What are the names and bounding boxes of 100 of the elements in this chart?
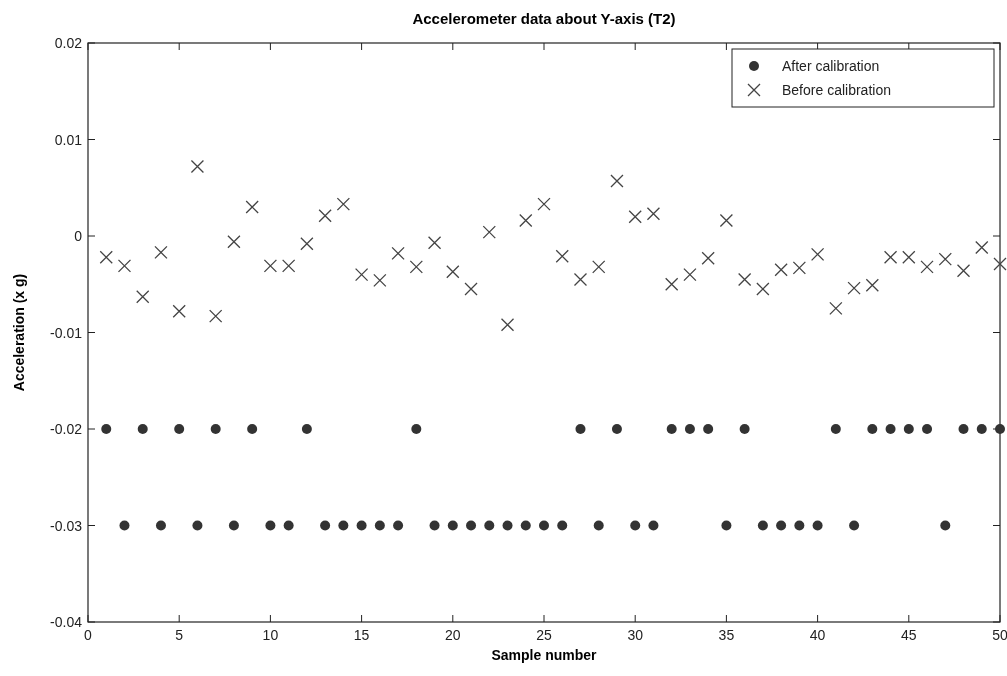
x-tick-label: 20 bbox=[445, 627, 461, 643]
point bbox=[956, 264, 971, 278]
point bbox=[575, 424, 586, 434]
x-tick-label: 50 bbox=[992, 627, 1007, 643]
x-axis-title: Sample number bbox=[491, 647, 598, 663]
point bbox=[593, 520, 604, 531]
point bbox=[792, 261, 807, 275]
point bbox=[721, 520, 732, 531]
y-tick-label: -0.02 bbox=[50, 421, 83, 437]
point bbox=[976, 424, 987, 434]
point bbox=[610, 174, 624, 188]
point bbox=[719, 213, 734, 228]
point bbox=[227, 235, 241, 249]
point bbox=[519, 213, 533, 228]
point bbox=[320, 520, 331, 531]
point bbox=[847, 281, 861, 295]
point bbox=[172, 304, 186, 318]
point bbox=[849, 520, 860, 531]
point bbox=[557, 520, 568, 531]
x-tick-label: 40 bbox=[809, 627, 826, 643]
point bbox=[263, 259, 278, 273]
point bbox=[411, 424, 422, 434]
point bbox=[611, 424, 622, 434]
point bbox=[628, 210, 642, 224]
x-tick-label: 45 bbox=[901, 627, 917, 643]
point bbox=[137, 424, 148, 434]
y-tick-label: 0.02 bbox=[54, 35, 83, 51]
point bbox=[737, 272, 752, 287]
point bbox=[920, 260, 934, 274]
point bbox=[902, 250, 916, 264]
y-tick-label: -0.03 bbox=[50, 517, 83, 534]
x-tick-label: 30 bbox=[627, 627, 644, 643]
point bbox=[883, 250, 898, 264]
point bbox=[356, 520, 367, 531]
point bbox=[794, 520, 805, 531]
point bbox=[393, 520, 404, 531]
point bbox=[537, 197, 551, 211]
point bbox=[136, 290, 150, 304]
point bbox=[300, 237, 314, 251]
x-tick-label: 35 bbox=[718, 627, 735, 643]
point bbox=[119, 520, 130, 531]
point bbox=[665, 277, 679, 291]
point bbox=[338, 520, 349, 531]
x-tick-label: 5 bbox=[175, 627, 184, 643]
point bbox=[829, 301, 843, 316]
y-tick-label: 0 bbox=[74, 228, 83, 244]
y-tick-label: -0.01 bbox=[50, 324, 83, 341]
point bbox=[409, 260, 423, 274]
x-tick-label: 0 bbox=[84, 627, 93, 643]
point bbox=[374, 520, 385, 531]
x-tick-label: 25 bbox=[536, 627, 552, 643]
point bbox=[867, 424, 878, 434]
legend-label: After calibration bbox=[782, 58, 880, 74]
point bbox=[281, 259, 296, 273]
point bbox=[117, 259, 132, 273]
point bbox=[466, 520, 477, 531]
point bbox=[993, 257, 1007, 271]
point bbox=[192, 520, 203, 531]
point bbox=[482, 225, 496, 239]
legend-label: Before calibration bbox=[782, 82, 891, 98]
point bbox=[701, 251, 715, 265]
point bbox=[922, 424, 933, 434]
point bbox=[555, 249, 569, 263]
point bbox=[265, 520, 276, 531]
point bbox=[354, 267, 369, 282]
point bbox=[484, 520, 495, 531]
point bbox=[228, 520, 239, 531]
point bbox=[683, 267, 697, 282]
point bbox=[975, 240, 989, 255]
point bbox=[940, 520, 951, 531]
point bbox=[684, 424, 695, 434]
point bbox=[99, 250, 113, 264]
y-axis-title: Acceleration (x g) bbox=[11, 273, 27, 392]
point bbox=[520, 520, 531, 531]
point bbox=[464, 282, 478, 296]
point bbox=[573, 272, 588, 287]
y-tick-label: -0.04 bbox=[50, 614, 83, 630]
y-tick-label: 0.01 bbox=[54, 131, 83, 148]
point bbox=[447, 520, 458, 531]
point bbox=[865, 278, 879, 292]
point bbox=[427, 236, 442, 250]
point bbox=[245, 200, 259, 214]
point bbox=[592, 260, 606, 274]
point bbox=[101, 424, 112, 434]
point bbox=[336, 197, 351, 211]
point bbox=[648, 520, 659, 531]
point bbox=[155, 520, 166, 531]
point bbox=[630, 520, 641, 531]
point bbox=[739, 424, 750, 434]
point bbox=[885, 424, 896, 434]
point bbox=[209, 309, 223, 323]
point bbox=[938, 252, 952, 266]
point bbox=[190, 159, 205, 174]
point bbox=[646, 207, 661, 221]
point bbox=[903, 424, 914, 434]
point bbox=[174, 424, 185, 434]
point bbox=[958, 424, 969, 434]
point bbox=[318, 209, 332, 223]
point bbox=[391, 246, 405, 261]
point bbox=[776, 520, 787, 531]
